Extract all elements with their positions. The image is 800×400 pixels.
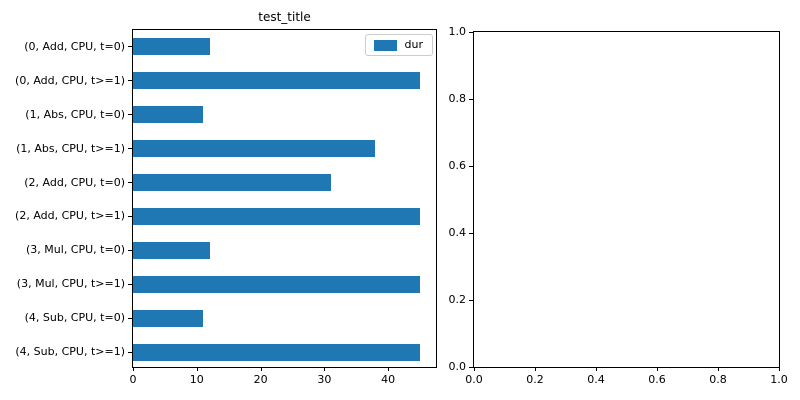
- y-tick-label: 0.4: [448, 226, 467, 239]
- x-tick-mark: [388, 367, 390, 371]
- x-tick-label: 1.0: [770, 373, 788, 386]
- y-tick-mark: [469, 31, 473, 33]
- x-tick-mark: [657, 367, 658, 371]
- legend-swatch-icon: [373, 39, 397, 51]
- y-tick-label: 0.2: [448, 293, 467, 306]
- y-tick-mark: [128, 182, 132, 184]
- y-tick-mark: [469, 366, 473, 368]
- x-tick-mark: [196, 367, 198, 371]
- bar: [133, 241, 210, 259]
- y-tick-label: (3, Mul, CPU, t>=1): [16, 277, 125, 291]
- y-tick-mark: [128, 351, 132, 353]
- y-tick-mark: [128, 317, 132, 319]
- y-tick-label: 1.0: [448, 25, 467, 38]
- legend: dur: [364, 34, 433, 56]
- legend-label: dur: [404, 38, 423, 51]
- x-tick-label: 20: [253, 373, 268, 386]
- y-tick-label: 0.8: [448, 92, 467, 105]
- x-tick-label: 0.6: [648, 373, 666, 386]
- x-tick-mark: [474, 367, 475, 371]
- y-tick-mark: [128, 249, 132, 251]
- y-tick-label: (3, Mul, CPU, t=0): [26, 243, 125, 257]
- x-tick-label: 0.8: [709, 373, 727, 386]
- bar: [133, 174, 331, 192]
- x-tick-mark: [260, 367, 262, 371]
- bar: [133, 140, 376, 158]
- bar: [133, 38, 210, 56]
- y-tick-mark: [128, 46, 132, 48]
- x-tick-label: 30: [317, 373, 332, 386]
- chart-title: test_title: [258, 10, 311, 24]
- y-tick-mark: [128, 215, 132, 217]
- y-tick-mark: [128, 283, 132, 285]
- y-tick-mark: [128, 80, 132, 82]
- bar: [133, 106, 204, 124]
- y-tick-label: (2, Add, CPU, t=0): [24, 175, 125, 189]
- x-tick-mark: [779, 367, 780, 371]
- y-tick-label: (0, Add, CPU, t=0): [24, 39, 125, 53]
- x-tick-mark: [324, 367, 326, 371]
- x-tick-mark: [596, 367, 597, 371]
- x-tick-label: 40: [381, 373, 396, 386]
- y-tick-mark: [469, 165, 473, 167]
- bar: [133, 72, 421, 90]
- y-tick-mark: [469, 98, 473, 100]
- y-tick-label: (1, Abs, CPU, t=0): [25, 107, 125, 121]
- bar: [133, 309, 204, 327]
- x-tick-label: 0.2: [526, 373, 544, 386]
- y-tick-label: (4, Sub, CPU, t>=1): [15, 345, 125, 359]
- x-tick-mark: [133, 367, 134, 371]
- x-tick-mark: [535, 367, 536, 371]
- y-tick-mark: [128, 148, 132, 150]
- y-tick-label: 0.0: [448, 360, 467, 373]
- x-tick-label: 10: [189, 373, 204, 386]
- y-tick-mark: [469, 232, 473, 234]
- bar: [133, 343, 421, 361]
- y-tick-mark: [128, 114, 132, 116]
- y-tick-label: 0.6: [448, 159, 467, 172]
- bar: [133, 207, 421, 225]
- y-tick-mark: [469, 299, 473, 301]
- bar-chart-axes: dur (0, Add, CPU, t=0) (0, Add, CPU, t>=1…: [15, 29, 437, 386]
- y-tick-label: (2, Add, CPU, t>=1): [15, 209, 125, 223]
- y-tick-label: (0, Add, CPU, t>=1): [15, 73, 125, 87]
- y-tick-label: (1, Abs, CPU, t>=1): [16, 141, 125, 155]
- x-tick-label: 0.0: [465, 373, 483, 386]
- empty-axes: 0.0 0.2 0.4 0.6 0.8 1.0 0.0 0.2 0.4 0.6 0.8 1.0: [449, 25, 788, 386]
- bar: [133, 275, 421, 293]
- x-tick-label: 0: [129, 373, 137, 386]
- x-tick-label: 0.4: [587, 373, 605, 386]
- y-tick-label: (4, Sub, CPU, t=0): [24, 311, 125, 325]
- x-tick-mark: [718, 367, 719, 371]
